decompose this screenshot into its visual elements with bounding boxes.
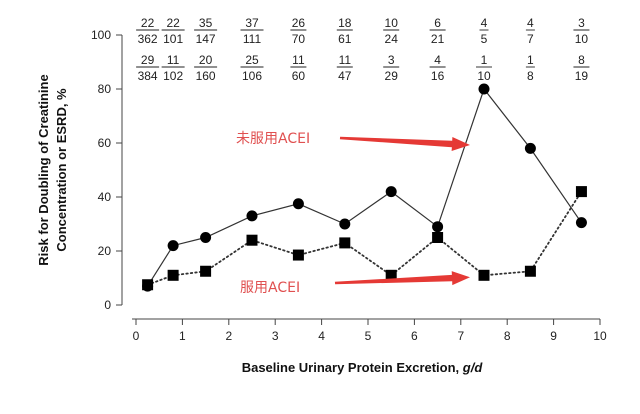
x-tick-label: 10: [593, 329, 607, 343]
annotations: 未服用ACEI 服用ACEI: [236, 131, 470, 296]
fraction-numerator: 22: [141, 16, 155, 30]
x-tick-label: 8: [504, 329, 511, 343]
data-point-circle: [246, 210, 258, 222]
x-tick-label: 7: [457, 329, 464, 343]
y-tick-label: 80: [98, 82, 112, 96]
series-line-2: [146, 190, 583, 286]
fraction-denominator: 5: [481, 32, 488, 46]
fraction-denominator: 70: [292, 32, 306, 46]
data-point-circle: [385, 186, 397, 198]
y-tick-label: 0: [104, 298, 111, 312]
fraction-denominator: 362: [138, 32, 158, 46]
data-point-square: [478, 269, 490, 281]
fraction-numerator: 1: [527, 53, 534, 67]
fraction-denominator: 19: [575, 69, 589, 83]
fraction-numerator: 4: [481, 16, 488, 30]
data-point-square: [292, 249, 304, 261]
x-tick-label: 3: [272, 329, 279, 343]
data-point-circle: [167, 240, 179, 252]
data-point-circle: [292, 198, 304, 210]
fraction-denominator: 47: [338, 69, 352, 83]
series-layer: [142, 83, 587, 292]
annotation-arrow: [339, 136, 470, 151]
fraction-numerator: 26: [292, 16, 306, 30]
fraction-rows: 2236222101351473711126701861102462145473…: [136, 16, 590, 83]
x-axis-title-main: Baseline Urinary Protein Excretion,: [242, 360, 463, 375]
annotation-label: 未服用ACEI: [236, 131, 310, 147]
fraction-denominator: 106: [242, 69, 262, 83]
fraction-numerator: 11: [292, 53, 305, 67]
x-axis-title: Baseline Urinary Protein Excretion, g/d: [242, 360, 484, 375]
fraction-numerator: 3: [388, 53, 395, 67]
data-point-square: [385, 269, 397, 281]
data-point-circle: [200, 232, 212, 243]
data-point-circle: [339, 218, 351, 230]
fraction-numerator: 6: [434, 16, 441, 30]
fraction-denominator: 102: [163, 69, 183, 83]
fraction-denominator: 10: [477, 69, 491, 83]
data-point-square: [200, 265, 212, 277]
y-tick-label: 40: [98, 190, 112, 204]
series-line-1: [147, 87, 582, 287]
fraction-numerator: 25: [245, 53, 259, 67]
fraction-denominator: 101: [163, 32, 183, 46]
data-point-square: [432, 232, 444, 243]
x-tick-label: 2: [225, 329, 232, 343]
data-point-square: [142, 279, 154, 291]
x-tick-label: 4: [318, 329, 325, 343]
y-tick-label: 100: [91, 28, 111, 42]
fraction-denominator: 60: [292, 69, 306, 83]
fraction-numerator: 29: [141, 53, 155, 67]
annotation-arrow: [334, 271, 470, 286]
fraction-denominator: 111: [243, 32, 262, 46]
data-point-circle: [432, 221, 444, 233]
data-point-square: [339, 237, 351, 249]
y-axis-title-line1: Risk for Doubling of Creatinine: [36, 74, 51, 265]
x-axis-title-unit: g/d: [462, 360, 484, 375]
fraction-denominator: 10: [575, 32, 589, 46]
annotation-label: 服用ACEI: [240, 280, 300, 296]
x-tick-label: 6: [411, 329, 418, 343]
fraction-numerator: 22: [166, 16, 180, 30]
fraction-denominator: 8: [527, 69, 534, 83]
fraction-numerator: 11: [339, 53, 352, 67]
y-tick-label: 20: [98, 244, 112, 258]
data-point-square: [167, 269, 179, 281]
data-point-circle: [524, 142, 536, 154]
data-point-circle: [575, 217, 587, 229]
fraction-numerator: 18: [338, 16, 352, 30]
data-point-square: [246, 234, 258, 246]
fraction-denominator: 384: [138, 69, 158, 83]
fraction-numerator: 3: [578, 16, 585, 30]
fraction-numerator: 10: [385, 16, 399, 30]
x-tick-label: 9: [550, 329, 557, 343]
fraction-denominator: 7: [527, 32, 534, 46]
fraction-denominator: 16: [431, 69, 445, 83]
fraction-denominator: 147: [196, 32, 216, 46]
y-tick-label: 60: [98, 136, 112, 150]
y-axis-title-line2: Concentration or ESRD, %: [54, 88, 69, 252]
fraction-denominator: 160: [196, 69, 216, 83]
data-point-square: [575, 186, 587, 198]
fraction-numerator: 37: [245, 16, 259, 30]
axes: 0 20 40 60 80 100 0 1 2 3 4 5 6 7 8 9 10: [91, 28, 607, 343]
fraction-numerator: 20: [199, 53, 213, 67]
fraction-numerator: 4: [434, 53, 441, 67]
fraction-numerator: 35: [199, 16, 213, 30]
fraction-denominator: 24: [385, 32, 399, 46]
fraction-numerator: 11: [167, 53, 180, 67]
fraction-numerator: 8: [578, 53, 585, 67]
fraction-numerator: 1: [481, 53, 488, 67]
fraction-denominator: 29: [385, 69, 399, 83]
fraction-denominator: 21: [431, 32, 445, 46]
data-point-square: [524, 265, 536, 277]
x-tick-label: 5: [365, 329, 372, 343]
fraction-numerator: 4: [527, 16, 534, 30]
data-point-circle: [478, 83, 490, 95]
fraction-denominator: 61: [338, 32, 352, 46]
x-tick-label: 1: [179, 329, 186, 343]
x-tick-label: 0: [133, 329, 140, 343]
